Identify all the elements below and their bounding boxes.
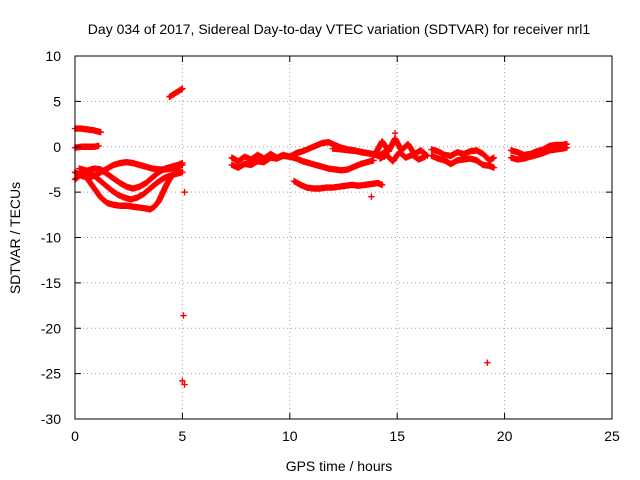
data-series-trace-12 (372, 135, 431, 160)
x-tick-label: 5 (179, 428, 187, 444)
x-tick-label: 0 (71, 428, 79, 444)
y-tick-label: -30 (41, 411, 61, 427)
y-axis-label: SDTVAR / TECUs (7, 182, 23, 294)
x-tick-label: 10 (282, 428, 298, 444)
y-tick-label: -15 (41, 275, 61, 291)
y-tick-label: -10 (41, 230, 61, 246)
x-tick-label: 20 (497, 428, 513, 444)
data-series-trace-6 (84, 167, 184, 213)
chart-title: Day 034 of 2017, Sidereal Day-to-day VTE… (88, 21, 591, 37)
data-series-trace-7 (166, 85, 186, 101)
data-series-isolated (179, 129, 491, 388)
x-tick-label: 15 (389, 428, 405, 444)
data-series-trace-13 (376, 148, 429, 165)
data-series-trace-9 (228, 152, 377, 174)
data-points (71, 85, 571, 388)
data-series-trace-17 (507, 144, 571, 163)
y-tick-label: -5 (49, 184, 62, 200)
data-series-trace-1 (71, 125, 104, 136)
y-tick-label: 10 (45, 48, 61, 64)
data-series-trace-15 (428, 152, 498, 171)
data-series-trace-14 (428, 146, 498, 164)
data-series-trace-10 (290, 178, 386, 192)
y-tick-label: -25 (41, 366, 61, 382)
x-axis-label: GPS time / hours (286, 458, 393, 474)
y-tick-label: 5 (53, 93, 61, 109)
grid-lines (75, 56, 612, 419)
axis-ticks: 0 5 10 15 20 25 -30 -25 -20 -15 -10 -5 0 5 10 (41, 48, 620, 444)
y-tick-label: -20 (41, 320, 61, 336)
x-tick-label: 25 (604, 428, 620, 444)
y-tick-label: 0 (53, 139, 61, 155)
